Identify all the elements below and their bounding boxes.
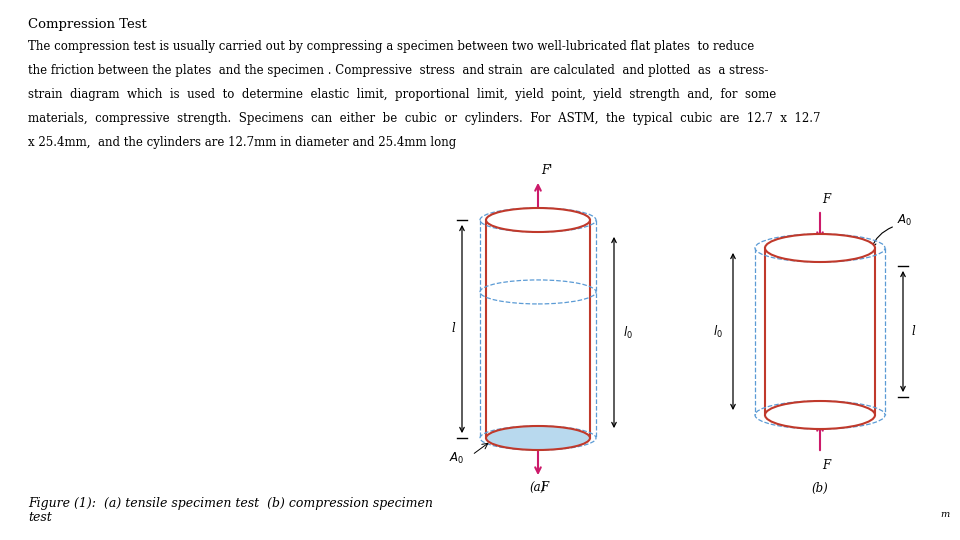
Text: F: F [822, 193, 830, 206]
Text: the friction between the plates  and the specimen . Compressive  stress  and str: the friction between the plates and the … [28, 64, 768, 77]
Text: $A_0$: $A_0$ [897, 212, 912, 227]
Text: Compression Test: Compression Test [28, 18, 147, 31]
Text: materials,  compressive  strength.  Specimens  can  either  be  cubic  or  cylin: materials, compressive strength. Specime… [28, 112, 821, 125]
Text: F: F [540, 481, 548, 494]
Text: Figure (1):  (a) tensile specimen test  (b) compression specimen: Figure (1): (a) tensile specimen test (b… [28, 497, 433, 510]
Ellipse shape [486, 208, 590, 232]
Text: F: F [822, 459, 830, 472]
Text: (a): (a) [530, 482, 546, 495]
Text: $A_0$: $A_0$ [448, 450, 464, 465]
Text: F': F' [541, 164, 552, 177]
Text: $l_0$: $l_0$ [713, 323, 723, 340]
Text: x 25.4mm,  and the cylinders are 12.7mm in diameter and 25.4mm long: x 25.4mm, and the cylinders are 12.7mm i… [28, 136, 456, 149]
Ellipse shape [765, 401, 875, 429]
Text: test: test [28, 511, 52, 524]
Text: $l_0$: $l_0$ [623, 325, 633, 341]
Text: (b): (b) [811, 482, 828, 495]
Ellipse shape [486, 426, 590, 450]
Text: l: l [912, 325, 916, 338]
Ellipse shape [765, 234, 875, 262]
Text: l: l [451, 322, 455, 335]
Text: The compression test is usually carried out by compressing a specimen between tw: The compression test is usually carried … [28, 40, 755, 53]
Text: m: m [941, 510, 950, 519]
Text: strain  diagram  which  is  used  to  determine  elastic  limit,  proportional  : strain diagram which is used to determin… [28, 88, 777, 101]
